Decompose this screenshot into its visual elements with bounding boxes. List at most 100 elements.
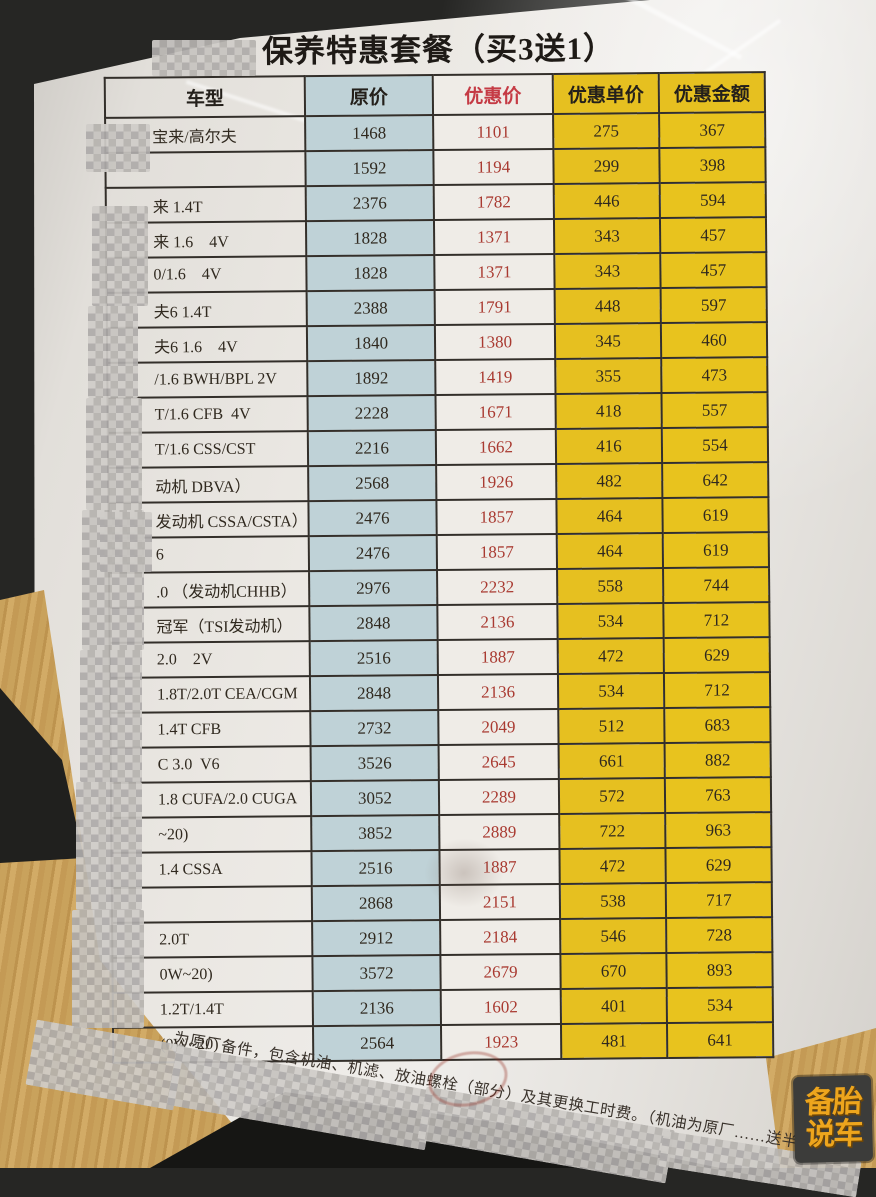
cell-unit-price: 472 bbox=[557, 638, 664, 674]
cell-original-price: 2976 bbox=[309, 570, 438, 607]
table-row: 宝来/高尔夫 1468 1101 275 367 bbox=[105, 112, 766, 153]
cell-original-price: 3526 bbox=[310, 745, 439, 782]
cell-unit-price: 572 bbox=[558, 778, 666, 814]
cell-original-price: 1828 bbox=[306, 255, 435, 292]
cell-promo-price: 1371 bbox=[433, 218, 555, 256]
cell-promo-price: 2049 bbox=[438, 708, 559, 746]
table-row: 2.0T 2912 2184 546 728 bbox=[112, 917, 773, 958]
cell-original-price: 1892 bbox=[307, 360, 436, 397]
table-row: T/1.6 CSS/CST 2216 1662 416 554 bbox=[107, 427, 769, 468]
cell-saving: 629 bbox=[663, 637, 770, 674]
cell-saving: 367 bbox=[659, 112, 766, 149]
table-row: /1.6 BWH/BPL 2V 1892 1419 355 473 bbox=[107, 357, 768, 398]
paper-smudge bbox=[424, 838, 504, 908]
logo-text-top: 备胎 bbox=[803, 1085, 862, 1120]
cell-unit-price: 670 bbox=[560, 953, 667, 989]
cell-unit-price: 538 bbox=[559, 883, 667, 919]
table-row: 0W~20) 3572 2679 670 893 bbox=[112, 952, 773, 993]
cell-unit-price: 355 bbox=[555, 358, 662, 394]
cell-unit-price: 512 bbox=[558, 708, 665, 744]
cell-original-price: 2476 bbox=[308, 535, 438, 572]
cell-unit-price: 482 bbox=[556, 463, 663, 499]
beitai-shuoche-watermark-logo: 备胎 说车 bbox=[792, 1074, 874, 1164]
cell-original-price: 2216 bbox=[307, 430, 437, 467]
cell-promo-price: 2679 bbox=[440, 953, 561, 991]
cell-saving: 641 bbox=[666, 1022, 774, 1059]
cell-saving: 717 bbox=[665, 882, 773, 919]
cell-promo-price: 2136 bbox=[437, 673, 559, 711]
cell-unit-price: 472 bbox=[559, 848, 666, 884]
cell-unit-price: 534 bbox=[557, 673, 665, 709]
cell-original-price: 1468 bbox=[305, 115, 434, 152]
mosaic-blur bbox=[152, 40, 256, 76]
table-row: 夫6 1.6 4V 1840 1380 345 460 bbox=[106, 322, 768, 363]
table-row: 1.4T CFB 2732 2049 512 683 bbox=[110, 707, 771, 748]
cell-original-price: 2476 bbox=[308, 500, 437, 537]
cell-original-price: 1828 bbox=[305, 220, 435, 257]
cell-promo-price: 1782 bbox=[433, 183, 554, 221]
cell-original-price: 2732 bbox=[310, 710, 439, 747]
cell-promo-price: 2232 bbox=[437, 568, 558, 606]
cell-unit-price: 448 bbox=[554, 288, 661, 324]
cell-promo-price: 1926 bbox=[436, 463, 557, 501]
table-row: 0/1.6 4V 1828 1371 343 457 bbox=[106, 252, 767, 293]
logo-text-bottom: 说车 bbox=[804, 1117, 863, 1152]
cell-unit-price: 345 bbox=[554, 323, 662, 359]
cell-saving: 763 bbox=[664, 777, 772, 814]
cell-original-price: 3572 bbox=[312, 955, 441, 992]
cell-promo-price: 2136 bbox=[437, 603, 558, 641]
cell-saving: 893 bbox=[666, 952, 773, 989]
cell-unit-price: 343 bbox=[554, 253, 661, 289]
cell-promo-price: 1194 bbox=[433, 148, 554, 186]
cell-original-price: 2376 bbox=[305, 185, 434, 222]
cell-saving: 457 bbox=[660, 252, 767, 289]
cell-unit-price: 464 bbox=[556, 498, 663, 534]
mosaic-blur bbox=[88, 306, 138, 398]
cell-saving: 629 bbox=[665, 847, 772, 884]
cell-saving: 554 bbox=[661, 427, 769, 464]
cell-original-price: 3052 bbox=[310, 780, 440, 817]
cell-original-price: 1840 bbox=[306, 325, 436, 362]
cell-unit-price: 464 bbox=[556, 533, 664, 569]
price-table-body: 宝来/高尔夫 1468 1101 275 367 1592 1194 299 398 来 1.4T… bbox=[105, 112, 774, 1063]
cell-promo-price: 1671 bbox=[435, 393, 556, 431]
cell-original-price: 1592 bbox=[305, 150, 434, 187]
cell-unit-price: 546 bbox=[560, 918, 667, 954]
cell-original-price: 2568 bbox=[308, 465, 437, 502]
cell-saving: 712 bbox=[663, 672, 771, 709]
price-table: 车型 原价 优惠价 优惠单价 优惠金额 宝来/高尔夫 1468 1101 275 367… bbox=[104, 71, 775, 1064]
mosaic-blur bbox=[100, 512, 152, 572]
cell-original-price: 2516 bbox=[309, 640, 438, 677]
cell-unit-price: 722 bbox=[559, 813, 666, 849]
table-row: 冠军（TSI发动机） 2848 2136 534 712 bbox=[109, 602, 770, 643]
table-row: 来 1.4T 2376 1782 446 594 bbox=[105, 182, 766, 223]
cell-saving: 744 bbox=[663, 567, 770, 604]
table-row: 1.2T/1.4T 2136 1602 401 534 bbox=[112, 987, 773, 1028]
col-header-promo-price: 优惠价 bbox=[432, 73, 554, 116]
cell-unit-price: 446 bbox=[553, 183, 660, 219]
cell-original-price: 2388 bbox=[306, 290, 435, 327]
cell-unit-price: 416 bbox=[555, 428, 663, 464]
cell-unit-price: 534 bbox=[557, 603, 664, 639]
cell-promo-price: 1380 bbox=[434, 323, 556, 361]
table-row: T/1.6 CFB 4V 2228 1671 418 557 bbox=[107, 392, 768, 433]
mosaic-blur bbox=[80, 650, 142, 782]
cell-unit-price: 558 bbox=[557, 568, 664, 604]
cell-saving: 728 bbox=[666, 917, 773, 954]
cell-original-price: 2516 bbox=[311, 850, 440, 887]
cell-promo-price: 1602 bbox=[440, 988, 561, 1025]
table-row: C 3.0 V6 3526 2645 661 882 bbox=[110, 742, 771, 783]
cell-promo-price: 1857 bbox=[436, 498, 557, 536]
cell-promo-price: 1419 bbox=[435, 358, 556, 396]
cell-original-price: 2868 bbox=[311, 885, 441, 922]
cell-saving: 457 bbox=[659, 217, 767, 254]
cell-original-price: 2228 bbox=[307, 395, 436, 432]
cell-saving: 642 bbox=[662, 462, 769, 499]
col-header-unit-price: 优惠单价 bbox=[552, 73, 660, 114]
mosaic-blur bbox=[86, 398, 142, 510]
cell-promo-price: 1662 bbox=[435, 428, 557, 466]
table-row: 动机 DBVA） 2568 1926 482 642 bbox=[108, 462, 769, 503]
cell-unit-price: 661 bbox=[558, 743, 665, 779]
table-row: 6 2476 1857 464 619 bbox=[108, 532, 770, 573]
cell-saving: 398 bbox=[659, 147, 766, 184]
